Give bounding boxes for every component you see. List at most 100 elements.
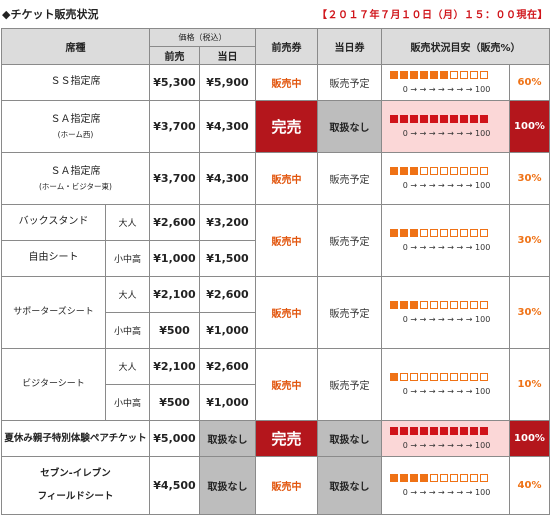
meter-block-empty <box>470 373 478 381</box>
meter-block-filled <box>430 71 438 79</box>
table-row: サポーターズシート 大人 ¥2,100 ¥2,600 販売中 販売予定 0 → … <box>1 276 550 349</box>
meter-scale: 0 → → → → → → → 100 <box>402 129 491 138</box>
meter-block-empty <box>460 373 468 381</box>
meter-block-empty <box>450 167 458 175</box>
meter-block-filled <box>440 427 448 435</box>
meter-block-filled <box>420 71 428 79</box>
meter-blocks <box>390 115 503 123</box>
meter-block-empty <box>430 167 438 175</box>
meter-block-empty <box>480 301 488 309</box>
meter-blocks <box>390 474 503 482</box>
advance-ticket-status: 販売中 <box>255 64 318 101</box>
meter-block-filled <box>420 474 428 482</box>
advance-price: ¥5,300 <box>149 64 200 101</box>
table-row: 小中高 ¥500 ¥1,000 <box>2 384 550 421</box>
meter-blocks <box>390 373 503 381</box>
meter-block-empty <box>450 71 458 79</box>
seat-name-main: ＳＡ指定席 <box>50 113 101 125</box>
advance-price-child: ¥500 <box>149 312 200 349</box>
meter-block-empty <box>460 167 468 175</box>
age-label-child: 小中高 <box>105 312 150 349</box>
meter-block-filled <box>410 474 418 482</box>
meter-block-filled <box>410 167 418 175</box>
table-row: ビジターシート 大人 ¥2,100 ¥2,600 販売中 販売予定 0 → → … <box>1 348 550 421</box>
seat-name: バックスタンド <box>1 204 106 241</box>
meter-block-empty <box>470 71 478 79</box>
meter-block-empty <box>450 229 458 237</box>
seat-name: セブン-イレブン フィールドシート <box>1 456 150 515</box>
sameday-ticket-status: 取扱なし <box>317 420 382 457</box>
sameday-ticket-status: 取扱なし <box>317 456 382 515</box>
advance-price-adult: ¥2,100 <box>149 276 200 313</box>
sameday-price: ¥4,300 <box>199 152 256 205</box>
meter-block-filled <box>400 71 408 79</box>
meter-scale: 0 → → → → → → → 100 <box>402 387 491 396</box>
meter-block-empty <box>410 373 418 381</box>
meter-block-filled <box>390 71 398 79</box>
meter-scale: 0 → → → → → → → 100 <box>402 85 491 94</box>
meter-block-filled <box>400 301 408 309</box>
advance-ticket-status: 販売中 <box>255 348 318 421</box>
meter-block-empty <box>440 474 448 482</box>
meter-block-empty <box>480 167 488 175</box>
meter-block-empty <box>440 167 448 175</box>
age-label-child: 小中高 <box>105 240 150 277</box>
meter-block-empty <box>420 373 428 381</box>
meter-scale: 0 → → → → → → → 100 <box>402 181 491 190</box>
seat-name: ＳＡ指定席 (ホーム西) <box>1 100 150 153</box>
meter-block-filled <box>390 301 398 309</box>
age-label-adult: 大人 <box>105 276 150 313</box>
age-label-child: 小中高 <box>105 384 150 421</box>
seat-name-line2: フィールドシート <box>37 491 114 503</box>
meter-block-filled <box>390 427 398 435</box>
advance-price-child: ¥500 <box>149 384 200 421</box>
table-row: 小中高 ¥500 ¥1,000 <box>2 312 550 349</box>
meter-block-filled <box>450 427 458 435</box>
seat-name-main: ＳＡ指定席 <box>50 165 101 177</box>
meter-block-filled <box>480 115 488 123</box>
advance-price: ¥4,500 <box>149 456 200 515</box>
meter-block-empty <box>430 474 438 482</box>
sameday-price-adult: ¥3,200 <box>199 204 256 241</box>
sales-percent: 100% <box>509 420 550 457</box>
meter-block-filled <box>390 373 398 381</box>
table-row: ＳＡ指定席 (ホーム・ビジター東) ¥3,700 ¥4,300 販売中 販売予定… <box>1 152 550 205</box>
header-sameday-price: 当日 <box>199 46 256 65</box>
meter-block-filled <box>400 474 408 482</box>
meter-block-filled <box>410 71 418 79</box>
meter-block-empty <box>460 474 468 482</box>
meter-block-filled <box>400 229 408 237</box>
as-of-timestamp: 【２０１７年７月１０日（月）１５：００現在】 <box>317 10 548 21</box>
meter-block-filled <box>450 115 458 123</box>
meter-block-filled <box>410 427 418 435</box>
sameday-price: ¥5,900 <box>199 64 256 101</box>
meter-block-empty <box>470 474 478 482</box>
seat-name: サポーターズシート <box>1 276 106 349</box>
meter-block-filled <box>470 427 478 435</box>
ticket-status-table: 席種 価格（税込） 前売券 当日券 販売状況目安（販売%） 前売 当日 ＳＳ指定… <box>1 28 550 515</box>
meter-blocks <box>390 71 503 79</box>
sales-meter: 0 → → → → → → → 100 <box>381 456 510 515</box>
advance-price-adult: ¥2,600 <box>149 204 200 241</box>
seat-name-line2: 自由シート <box>1 240 106 277</box>
meter-block-empty <box>460 71 468 79</box>
meter-block-empty <box>430 229 438 237</box>
table-row: 自由シート 小中高 ¥1,000 ¥1,500 <box>1 240 550 277</box>
meter-block-empty <box>460 301 468 309</box>
meter-block-empty <box>430 373 438 381</box>
meter-block-empty <box>470 167 478 175</box>
sales-percent: 30% <box>509 152 550 205</box>
sales-percent: 30% <box>509 204 550 277</box>
sales-meter: 0 → → → → → → → 100 <box>381 100 510 153</box>
meter-block-empty <box>480 229 488 237</box>
meter-scale: 0 → → → → → → → 100 <box>402 488 491 497</box>
sameday-price-adult: ¥2,600 <box>199 348 256 385</box>
meter-block-filled <box>460 427 468 435</box>
seat-name: 夏休み親子特別体験ペアチケット <box>1 420 150 457</box>
meter-block-filled <box>410 229 418 237</box>
sameday-price-child: ¥1,000 <box>199 312 256 349</box>
header-adv-ticket: 前売券 <box>255 28 318 65</box>
meter-block-filled <box>390 474 398 482</box>
meter-blocks <box>390 167 503 175</box>
meter-block-empty <box>480 373 488 381</box>
